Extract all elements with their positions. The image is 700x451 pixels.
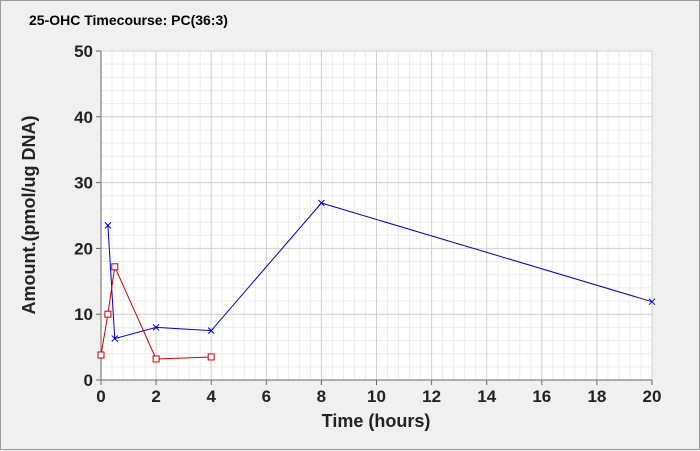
data-point-square-marker: [152, 355, 160, 363]
y-tick-label: 50: [74, 42, 93, 61]
x-tick-label: 14: [477, 387, 496, 406]
y-tick-label: 20: [74, 239, 93, 258]
x-tick-label: 16: [532, 387, 551, 406]
x-axis-title: Time (hours): [322, 411, 431, 431]
x-tick-label: 4: [206, 387, 216, 406]
data-point-x-marker: [648, 298, 656, 306]
marker-stroke: [111, 335, 119, 342]
x-tick-label: 20: [643, 387, 662, 406]
data-point-x-marker: [104, 222, 112, 229]
data-point-x-marker: [111, 335, 119, 342]
data-point-x-marker: [152, 324, 160, 331]
data-point-square-marker: [104, 310, 112, 318]
x-tick-label: 2: [151, 387, 160, 406]
y-tick-label: 0: [84, 371, 93, 390]
y-tick-label: 30: [74, 174, 93, 193]
axes: [96, 50, 653, 385]
data-point-square-marker: [111, 263, 119, 271]
series-line-1: [107, 202, 653, 340]
y-axis-title: Amount.(pmol/ug DNA): [19, 116, 39, 315]
chart-title: 25-OHC Timecourse: PC(36:3): [29, 12, 228, 28]
x-tick-label: 6: [262, 387, 271, 406]
data-point-square-marker: [97, 351, 105, 359]
x-tick-label: 18: [587, 387, 606, 406]
data-point-square-marker: [207, 353, 215, 361]
y-tick-label: 40: [74, 108, 93, 127]
data-point-x-marker: [318, 199, 325, 207]
marker-stroke: [648, 298, 656, 306]
marker-stroke: [318, 199, 325, 207]
marker-stroke: [207, 327, 215, 335]
x-tick-label: 10: [367, 387, 386, 406]
y-tick-label: 10: [74, 305, 93, 324]
marker-stroke: [104, 222, 112, 229]
series-layer: [97, 199, 656, 363]
x-tick-label: 0: [96, 387, 105, 406]
x-tick-label: 12: [422, 387, 441, 406]
data-point-x-marker: [207, 327, 215, 335]
tick-labels: 0 2 4 6 8 10 12 14 16 18 20 0 10 20 30 40 50: [74, 42, 661, 406]
x-tick-label: 8: [317, 387, 326, 406]
marker-stroke: [152, 324, 160, 331]
